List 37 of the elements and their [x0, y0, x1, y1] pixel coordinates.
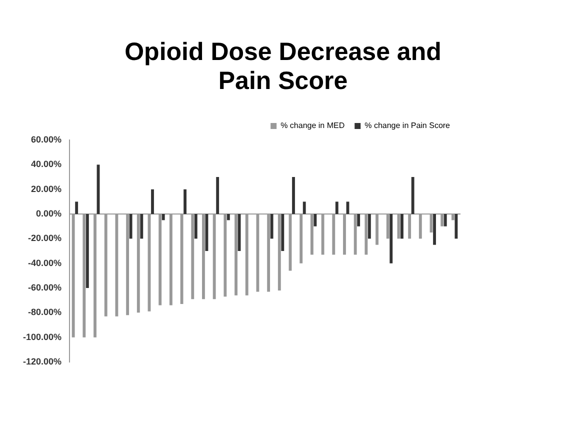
- bar: [335, 202, 338, 214]
- bar: [140, 214, 144, 239]
- bar: [454, 214, 458, 239]
- bar: [184, 189, 187, 214]
- bar: [292, 177, 295, 214]
- bar: [216, 177, 220, 214]
- bar: [314, 214, 317, 226]
- bar: [194, 214, 198, 239]
- bar: [368, 214, 371, 239]
- bar: [226, 214, 230, 220]
- legend-label: % change in Pain Score: [364, 121, 451, 130]
- y-tick-label: 40.00%: [30, 159, 62, 170]
- bar: [444, 214, 447, 226]
- y-tick-label: -100.00%: [22, 332, 62, 342]
- bar: [129, 214, 132, 239]
- y-tick-label: -120.00%: [22, 356, 62, 366]
- y-tick-label: -20.00%: [28, 233, 62, 244]
- y-tick-label: -80.00%: [28, 307, 62, 318]
- y-tick-label: 60.00%: [30, 134, 62, 144]
- bar: [162, 214, 165, 220]
- chart-title: Opioid Dose Decrease and Pain Score: [124, 38, 442, 96]
- bar: [400, 214, 404, 239]
- bar: [302, 202, 306, 214]
- bar: [411, 177, 414, 214]
- y-tick-label: 0.00%: [36, 208, 62, 218]
- bar: [357, 214, 360, 226]
- bar: [270, 214, 274, 239]
- bar: [433, 214, 436, 245]
- bar: [151, 189, 154, 214]
- bar: [390, 214, 393, 264]
- bar: [86, 214, 89, 288]
- bar: [281, 214, 284, 251]
- y-tick-label: -60.00%: [28, 282, 62, 292]
- bar: [75, 202, 78, 214]
- legend-label: % change in MED: [280, 121, 345, 130]
- y-tick-label: 20.00%: [30, 184, 62, 194]
- y-tick-label: -40.00%: [28, 258, 62, 268]
